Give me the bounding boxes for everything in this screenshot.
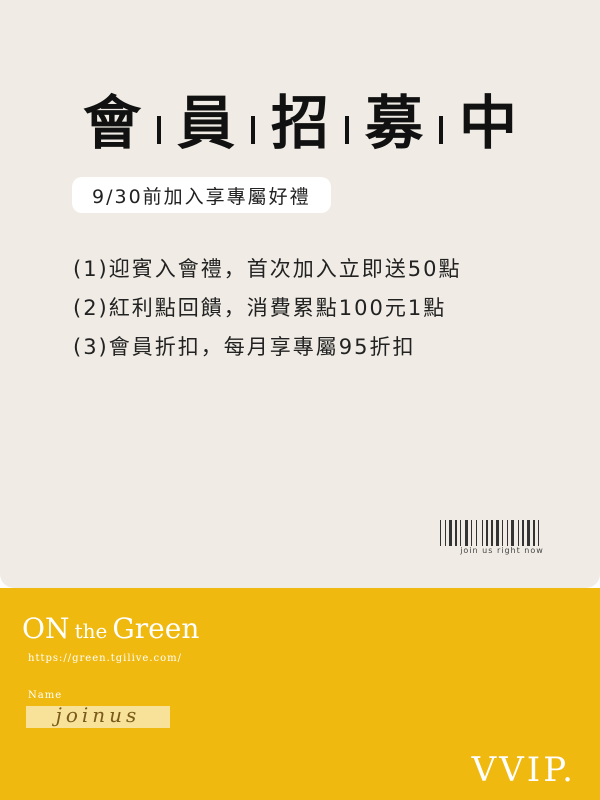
benefit-item: (2)紅利點回饋，消費累點100元1點 <box>73 296 447 320</box>
brand-the: the <box>74 619 108 643</box>
tier-label: VVIP. <box>471 750 576 790</box>
brand-logo: ON the Green <box>22 612 199 645</box>
title-divider <box>156 116 161 144</box>
poster-bottom-panel <box>0 588 600 800</box>
title-divider <box>345 116 349 144</box>
title-divider <box>250 116 255 144</box>
deadline-badge: 9/30前加入享專屬好禮 <box>72 177 331 213</box>
name-field-background <box>26 706 170 728</box>
title-char-4: 募 <box>365 89 424 157</box>
barcode-caption: join us right now <box>460 546 544 555</box>
page-title: 會 員 招 募 中 <box>0 88 600 158</box>
title-char-1: 會 <box>82 89 141 157</box>
name-label: Name <box>28 690 63 701</box>
brand-on: ON <box>22 612 70 645</box>
benefit-list: (1)迎賓入會禮，首次加入立即送50點 (2)紅利點回饋，消費累點100元1點 … <box>73 254 461 371</box>
brand-url: https://green.tgilive.com/ <box>28 653 182 664</box>
barcode-icon <box>440 520 539 546</box>
name-value: joinus <box>55 703 141 727</box>
poster-top-panel <box>0 0 600 588</box>
benefit-item: (1)迎賓入會禮，首次加入立即送50點 <box>73 257 462 281</box>
title-char-3: 招 <box>270 89 329 157</box>
title-char-2: 員 <box>176 89 235 157</box>
title-divider <box>439 116 444 144</box>
brand-green: Green <box>112 612 200 645</box>
benefit-item: (3)會員折扣，每月享專屬95折扣 <box>73 335 416 359</box>
title-char-5: 中 <box>459 89 518 157</box>
